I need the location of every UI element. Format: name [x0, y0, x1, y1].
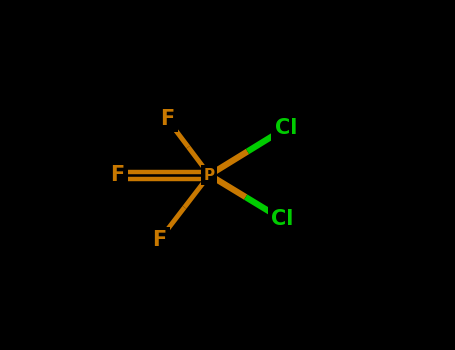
Text: P: P	[204, 168, 215, 182]
Text: F: F	[160, 109, 174, 129]
Text: Cl: Cl	[271, 209, 293, 229]
Text: Cl: Cl	[274, 118, 297, 138]
Text: F: F	[111, 165, 125, 185]
Text: F: F	[152, 230, 167, 250]
